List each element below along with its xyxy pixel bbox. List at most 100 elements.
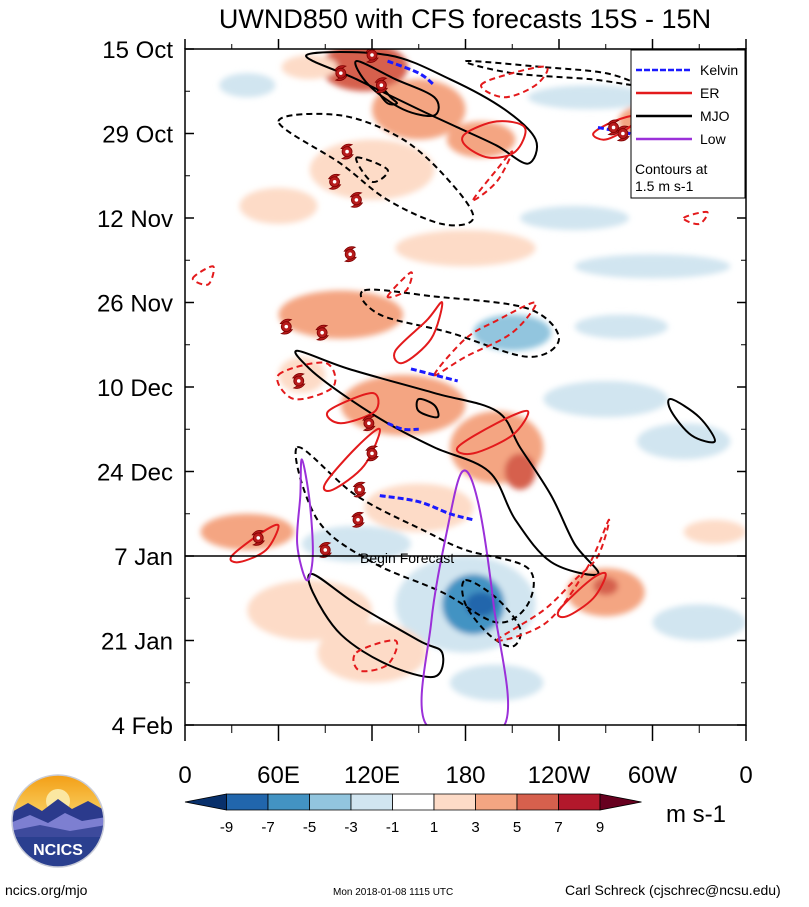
cyclone-marker-icon bbox=[606, 119, 621, 136]
y-tick-label: 24 Dec bbox=[97, 460, 173, 487]
anomaly-blob bbox=[219, 73, 276, 98]
colorbar-label: 1 bbox=[430, 819, 438, 836]
y-tick-label: 15 Oct bbox=[102, 37, 173, 64]
er-contour bbox=[191, 265, 215, 286]
cyclone-marker-icon bbox=[251, 529, 265, 546]
legend-label: Kelvin bbox=[700, 62, 738, 78]
cyclone-marker-icon bbox=[343, 246, 357, 263]
er-contour bbox=[480, 65, 549, 99]
colorbar-label: 3 bbox=[471, 819, 479, 836]
forecast-label: Begin Forecast bbox=[360, 550, 454, 566]
cyclone-marker-icon bbox=[365, 49, 379, 63]
cyclone-eye bbox=[348, 252, 352, 257]
er-contour bbox=[322, 427, 381, 492]
colorbar-units: m s-1 bbox=[666, 801, 726, 828]
cyclone-eye bbox=[611, 125, 616, 130]
chart-title: UWND850 with CFS forecasts 15S - 15N bbox=[219, 4, 711, 34]
cyclone-marker-icon bbox=[315, 324, 329, 341]
ncics-logo: NCICS bbox=[10, 773, 106, 874]
cyclone-marker-icon bbox=[362, 415, 376, 432]
cyclone-marker-icon bbox=[340, 143, 354, 160]
colorbar-cell bbox=[350, 793, 393, 811]
axis-ticks: 15 Oct 29 Oct 12 Nov 26 Nov 10 Dec 24 Dec 7 Ja… bbox=[97, 37, 753, 789]
anomaly-blob bbox=[465, 592, 497, 617]
anomaly-blob bbox=[636, 423, 731, 460]
er-contour bbox=[393, 301, 444, 365]
mjo-contour bbox=[354, 60, 440, 118]
x-tick-label: 0 bbox=[739, 762, 752, 789]
anomaly-blob bbox=[652, 604, 746, 641]
legend-note: Contours at bbox=[635, 161, 707, 177]
er-contour bbox=[326, 392, 380, 425]
cyclone-eye bbox=[296, 379, 301, 383]
cyclone-marker-icon bbox=[279, 318, 294, 335]
mjo-contour bbox=[359, 288, 561, 358]
colorbar-cell bbox=[558, 793, 601, 811]
anomaly-blob bbox=[473, 314, 552, 351]
er-contour bbox=[495, 518, 611, 642]
x-tick-label: 120E bbox=[344, 762, 400, 789]
anomaly-blob bbox=[239, 187, 318, 225]
anomaly-blob bbox=[449, 664, 544, 701]
mjo-contour bbox=[307, 572, 445, 679]
anomaly-blob bbox=[281, 55, 338, 80]
x-tick-label: 60W bbox=[628, 762, 678, 789]
mjo-contour bbox=[294, 446, 535, 624]
ncics-logo-icon: NCICS bbox=[11, 774, 105, 868]
forecast-marker: Begin Forecast bbox=[185, 550, 746, 566]
cyclone-marker-icon bbox=[349, 191, 364, 208]
legend-note: 1.5 m s-1 bbox=[635, 178, 694, 194]
anomaly-blob bbox=[364, 483, 474, 532]
x-tick-label: 60E bbox=[257, 762, 300, 789]
er-contour bbox=[472, 150, 514, 202]
x-tick-label: 0 bbox=[178, 762, 191, 789]
cyclone-eye bbox=[367, 421, 371, 426]
x-tick-label: 180 bbox=[445, 762, 485, 789]
cyclone-marker-icon bbox=[334, 65, 348, 82]
x-tick-label: 120W bbox=[528, 762, 591, 789]
mjo-contour bbox=[376, 84, 398, 106]
y-tick-label: 10 Dec bbox=[97, 375, 173, 402]
anomaly-blob bbox=[520, 205, 630, 231]
cyclone-marker-icon bbox=[292, 373, 306, 389]
anomaly-blob bbox=[309, 139, 435, 200]
colorbar-cell bbox=[184, 793, 227, 811]
y-tick-label: 12 Nov bbox=[97, 206, 173, 233]
footer-timestamp: Mon 2018-01-08 1115 UTC bbox=[333, 887, 454, 898]
mjo-contour bbox=[461, 579, 522, 648]
anomaly-blob bbox=[574, 314, 669, 339]
y-tick-label: 26 Nov bbox=[97, 291, 173, 318]
colorbar-label: -7 bbox=[261, 819, 274, 836]
colorbar-cell bbox=[433, 793, 476, 811]
anomaly-blob bbox=[278, 290, 404, 339]
cyclone-marker-icon bbox=[365, 445, 379, 462]
er-contour bbox=[461, 120, 527, 159]
cyclone-eye bbox=[339, 71, 343, 75]
colorbar-cell bbox=[309, 793, 352, 811]
kelvin-segment bbox=[410, 367, 459, 383]
footer-author: Carl Schreck (cjschrec@ncsu.edu) bbox=[565, 882, 781, 898]
cyclone-eye bbox=[332, 179, 337, 184]
colorbar-cell bbox=[267, 793, 310, 811]
cyclone-eye bbox=[354, 198, 359, 202]
footer-url: ncics.org/mjo bbox=[5, 882, 88, 898]
cyclone-eye bbox=[370, 53, 374, 57]
colorbar-label: 7 bbox=[554, 819, 562, 836]
colorbar-label: 5 bbox=[513, 819, 521, 836]
cyclone-marker-icon bbox=[352, 481, 367, 498]
cyclone-eye bbox=[320, 330, 324, 335]
cyclone-marker-icon bbox=[318, 542, 332, 558]
kelvin-segment bbox=[379, 494, 474, 522]
anomaly-blob bbox=[200, 513, 295, 550]
anomaly-blob bbox=[504, 453, 536, 490]
er-contour bbox=[386, 271, 414, 299]
anomaly-blob bbox=[543, 380, 669, 418]
colorbar-cell bbox=[599, 793, 642, 811]
colorbar-label: -1 bbox=[386, 819, 399, 836]
colorbar-cell bbox=[475, 793, 518, 811]
logo-text: NCICS bbox=[33, 842, 83, 859]
cyclone-eye bbox=[323, 548, 328, 552]
cyclone-eye bbox=[379, 83, 384, 88]
anomaly-blob bbox=[683, 519, 746, 544]
